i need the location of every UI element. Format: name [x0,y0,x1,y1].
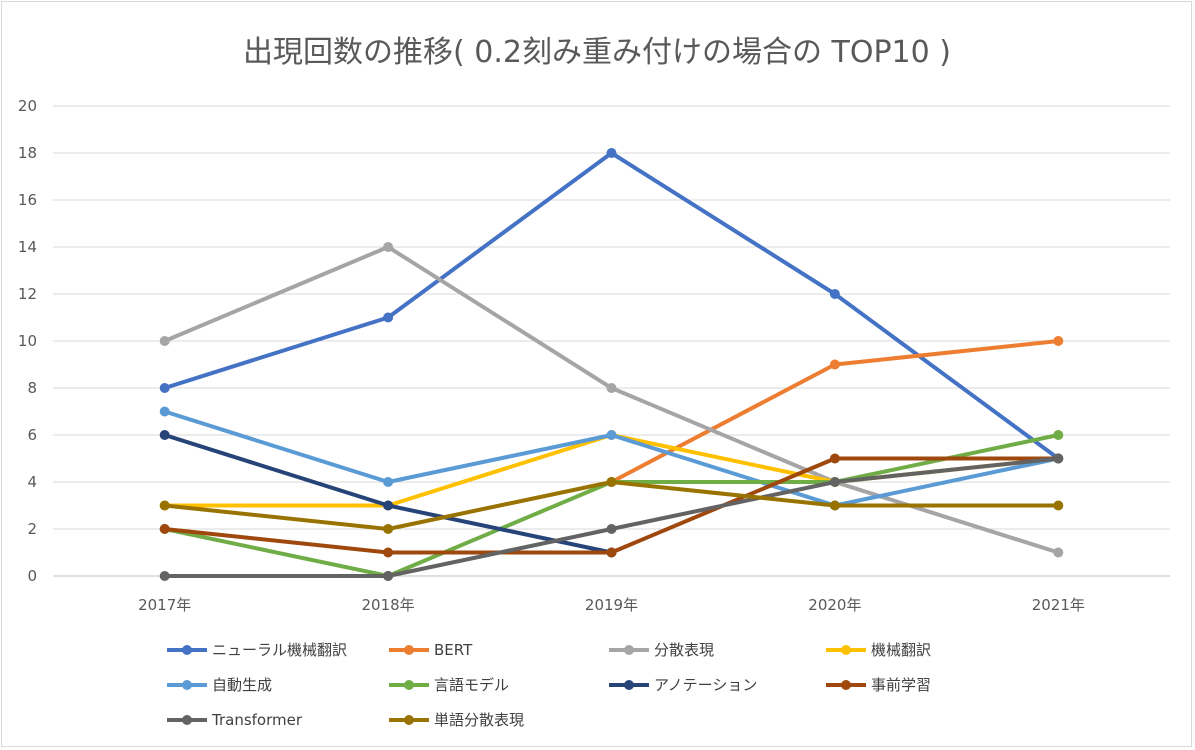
data-point [606,430,617,440]
data-point [1053,547,1064,558]
legend-swatch-marker [624,645,634,655]
data-point [606,547,617,558]
data-point [383,547,394,558]
series-分散表現 [159,242,1064,558]
x-tick-label: 2020年 [808,596,861,614]
legend-entry: ニューラル機械翻訳 [167,641,347,659]
data-point [383,477,394,487]
data-point [1053,430,1064,440]
data-point [829,477,840,487]
legend-entry: Transformer [167,711,303,729]
legend-swatch-marker [404,645,414,655]
legend-entry: BERT [389,641,473,659]
legend-label: BERT [434,641,473,659]
data-point [383,242,394,252]
y-tick-label: 10 [18,332,37,350]
data-point [159,336,170,346]
y-tick-label: 18 [18,144,37,162]
data-point [829,289,840,299]
data-point [1053,453,1064,464]
legend-entry: 言語モデル [389,676,509,694]
chart-title: 出現回数の推移( 0.2刻み重み付けの場合の TOP10 ) [243,35,951,70]
legend-swatch-marker [841,645,851,655]
legend-swatch-marker [182,715,192,725]
x-tick-label: 2017年 [138,596,191,614]
data-point [159,383,170,393]
y-tick-label: 16 [18,191,37,209]
legend-label: Transformer [211,711,303,729]
data-point [829,359,840,370]
series-ニューラル機械翻訳 [159,148,1064,464]
legend-label: 自動生成 [212,676,272,694]
x-tick-label: 2019年 [585,596,638,614]
data-point [159,430,170,440]
y-tick-label: 0 [27,567,37,585]
legend-swatch-marker [624,680,634,690]
legend-entry: 単語分散表現 [389,711,524,729]
legend-entry: アノテーション [609,676,757,694]
data-point [383,524,394,534]
data-point [383,571,394,581]
series-単語分散表現 [159,477,1064,534]
y-tick-label: 4 [27,473,37,491]
legend-label: アノテーション [654,676,757,694]
data-point [829,500,840,511]
series-lines [159,148,1064,581]
data-point [1053,500,1064,511]
legend-swatch-marker [182,680,192,690]
legend-label: 機械翻訳 [871,641,931,659]
y-axis-ticks: 0 2 4 6 8 10 12 14 16 18 20 [18,97,37,585]
legend-swatch-marker [182,645,192,655]
legend-entry: 機械翻訳 [826,641,931,659]
data-point [606,524,617,534]
data-point [383,312,394,323]
y-tick-label: 14 [18,238,37,256]
data-point [606,148,617,158]
legend-label: 単語分散表現 [434,711,524,729]
y-tick-label: 6 [27,426,37,444]
data-point [606,477,617,487]
series-line [162,433,1061,508]
x-tick-label: 2018年 [362,596,415,614]
series-Transformer [159,453,1064,581]
data-point [159,571,170,581]
legend-swatch-marker [841,680,851,690]
y-tick-label: 12 [18,285,37,303]
data-point [606,383,617,393]
y-tick-label: 20 [18,97,37,115]
legend-swatch-marker [404,680,414,690]
data-point [159,406,170,417]
legend-entry: 分散表現 [609,641,714,659]
data-point [159,524,170,534]
x-axis-ticks: 2017年 2018年 2019年 2020年 2021年 [138,596,1085,614]
data-point [383,500,394,511]
legend-label: ニューラル機械翻訳 [212,641,347,659]
y-tick-label: 2 [27,520,37,538]
legend-label: 言語モデル [434,676,509,694]
legend-entry: 自動生成 [167,676,272,694]
series-line [162,151,1061,461]
legend-label: 分散表現 [654,641,714,659]
data-point [829,453,840,464]
legend-label: 事前学習 [871,676,931,694]
y-tick-label: 8 [27,379,37,397]
legend-swatch-marker [404,715,414,725]
x-tick-label: 2021年 [1032,596,1085,614]
data-point [159,500,170,511]
data-point [1053,336,1064,346]
legend-entry: 事前学習 [826,676,931,694]
